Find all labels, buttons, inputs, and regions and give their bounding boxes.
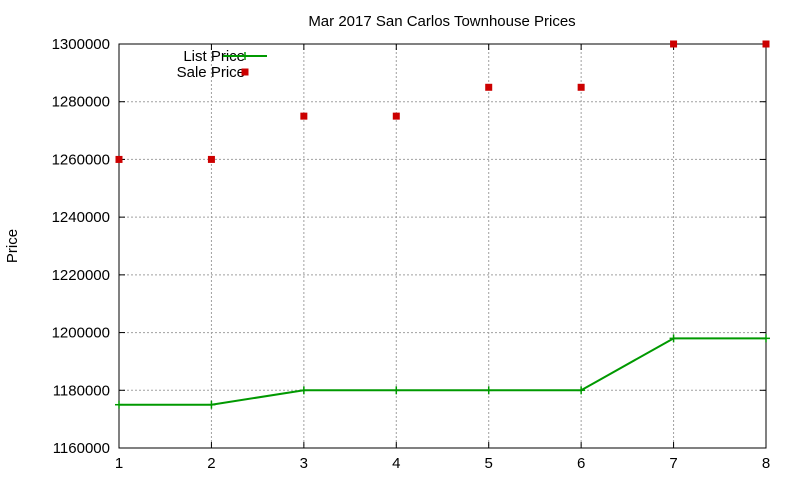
data-point-list-price	[392, 386, 401, 395]
legend-marker-list-price	[241, 52, 249, 60]
grid-lines	[119, 44, 766, 448]
data-point-list-price	[669, 334, 678, 343]
y-tick-label: 1280000	[52, 94, 110, 111]
x-tick-label: 5	[485, 455, 493, 472]
data-point-list-price	[484, 386, 493, 395]
y-axis-label: Price	[4, 229, 21, 263]
x-axis-ticks: 1 2 3 4 5 6 7 8	[115, 44, 770, 472]
data-point-list-price	[577, 386, 586, 395]
data-point-list-price	[207, 400, 216, 409]
data-point-list-price	[115, 400, 123, 409]
data-point-list-price	[299, 386, 308, 395]
y-tick-label: 1300000	[52, 36, 110, 53]
y-tick-label: 1220000	[52, 267, 110, 284]
data-point-sale-price	[485, 83, 493, 91]
data-point-sale-price	[300, 112, 308, 120]
x-tick-label: 6	[577, 455, 585, 472]
y-tick-label: 1160000	[53, 440, 110, 457]
series-line-list-price	[119, 337, 766, 406]
plot-frame	[118, 43, 767, 449]
x-tick-label: 1	[115, 455, 123, 472]
chart-title: Mar 2017 San Carlos Townhouse Prices	[308, 13, 575, 30]
data-point-sale-price	[115, 155, 123, 163]
data-point-sale-price	[392, 112, 400, 120]
legend-marker-sale-price	[241, 68, 249, 76]
x-tick-label: 2	[207, 455, 215, 472]
data-point-list-price	[762, 334, 770, 343]
y-tick-label: 1200000	[52, 325, 110, 342]
y-tick-label: 1180000	[53, 382, 110, 399]
series-layer	[115, 40, 770, 409]
data-point-sale-price	[207, 155, 215, 163]
legend-label-list-price: List Price	[183, 48, 245, 65]
y-tick-label: 1260000	[52, 151, 110, 168]
x-tick-label: 3	[300, 455, 308, 472]
x-tick-label: 8	[762, 455, 770, 472]
x-tick-label: 7	[669, 455, 677, 472]
legend-label-sale-price: Sale Price	[177, 64, 245, 81]
y-axis-ticks: 1160000 1180000 1200000 1220000 1240000 12600…	[52, 36, 766, 457]
data-point-sale-price	[762, 40, 770, 48]
data-point-sale-price	[670, 40, 678, 48]
data-point-sale-price	[577, 83, 585, 91]
x-tick-label: 4	[392, 455, 400, 472]
y-tick-label: 1240000	[52, 209, 110, 226]
